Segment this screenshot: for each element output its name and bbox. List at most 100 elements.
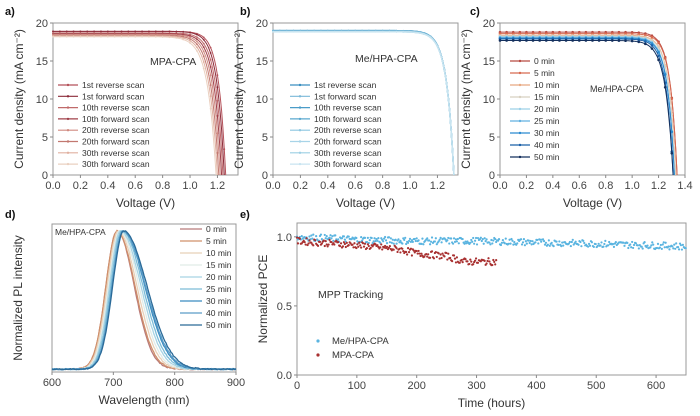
data-point [475, 243, 479, 246]
data-point [368, 239, 371, 242]
legend-marker [518, 59, 522, 63]
data-point [454, 261, 458, 264]
data-point [402, 250, 405, 253]
data-point [571, 238, 574, 241]
data-point [490, 238, 493, 242]
data-point [577, 243, 580, 246]
data-point [405, 242, 408, 246]
legend-label: MPA-CPA [332, 350, 375, 361]
legend-label: 30th forward scan [314, 159, 382, 169]
data-point [308, 235, 311, 238]
data-point [597, 39, 601, 42]
data-point [216, 132, 219, 135]
data-point [624, 39, 627, 43]
panel-annotation: Me/HPA-CPA [590, 84, 644, 94]
data-point [627, 246, 630, 250]
data-point [612, 245, 616, 248]
legend-label: 15 min [534, 92, 560, 102]
x-tick-label: 0.8 [598, 180, 613, 192]
data-point [486, 259, 489, 263]
data-point [141, 30, 143, 33]
data-point [453, 257, 457, 260]
data-point [614, 241, 617, 244]
data-point [677, 248, 681, 251]
data-point [435, 243, 438, 246]
data-point [326, 245, 329, 248]
y-axis-label: Normalized PCE [256, 255, 270, 344]
data-point [216, 99, 219, 102]
data-point [414, 239, 417, 243]
data-point [333, 243, 336, 246]
x-tick-label: 800 [165, 377, 183, 389]
data-point [439, 236, 442, 239]
data-point [670, 151, 674, 155]
data-point [344, 245, 347, 249]
data-point [368, 30, 370, 33]
data-point [355, 246, 358, 250]
x-tick-label: 0.8 [155, 180, 170, 192]
data-point [322, 239, 325, 242]
panel-annotation: MPP Tracking [318, 289, 383, 301]
data-point [347, 244, 350, 247]
data-point [310, 241, 313, 244]
data-point [630, 246, 633, 249]
data-point [209, 52, 212, 54]
data-point [182, 37, 185, 39]
legend-label: 40 min [206, 308, 232, 318]
data-point [352, 246, 355, 249]
data-point [488, 260, 491, 263]
data-point [425, 252, 428, 256]
legend-label: 10th forward scan [314, 114, 382, 124]
data-point [474, 236, 478, 240]
data-point [493, 260, 496, 263]
data-point [292, 30, 295, 33]
data-point [360, 236, 363, 239]
series-line [53, 32, 224, 176]
data-point [404, 236, 407, 239]
data-point [591, 39, 594, 42]
data-point [433, 240, 436, 243]
data-point [175, 30, 178, 33]
data-point [347, 30, 350, 33]
data-point [558, 240, 561, 243]
data-point [558, 39, 561, 42]
data-point [434, 237, 437, 240]
data-point [202, 38, 205, 41]
data-point [397, 238, 400, 241]
data-point [374, 239, 377, 243]
data-point [437, 252, 440, 255]
data-point [607, 244, 610, 247]
data-point [401, 242, 404, 245]
data-point [650, 44, 654, 47]
data-point [154, 35, 157, 38]
data-point [189, 31, 191, 34]
legend-label: 20th reverse scan [82, 125, 150, 135]
legend-marker [518, 143, 522, 147]
data-point [412, 249, 415, 252]
data-point [202, 36, 205, 39]
data-point [557, 243, 560, 246]
data-point [304, 243, 307, 246]
data-point [652, 243, 655, 246]
data-point [216, 152, 219, 154]
series-line [51, 230, 237, 371]
data-point [539, 238, 542, 241]
data-point [461, 237, 464, 241]
data-point [409, 31, 411, 33]
legend-label: 0 min [206, 224, 227, 234]
legend-label: 10th reverse scan [82, 103, 150, 113]
data-point [495, 240, 498, 244]
data-point [195, 38, 198, 41]
data-point [479, 260, 482, 263]
data-point [415, 237, 418, 240]
data-point [340, 237, 344, 240]
data-point [182, 30, 185, 33]
data-point [422, 33, 425, 35]
data-point [299, 30, 302, 33]
data-point [223, 148, 226, 151]
data-point [370, 236, 373, 240]
data-point [313, 30, 316, 33]
data-point [670, 97, 674, 101]
data-point [409, 240, 413, 244]
data-point [345, 241, 348, 244]
